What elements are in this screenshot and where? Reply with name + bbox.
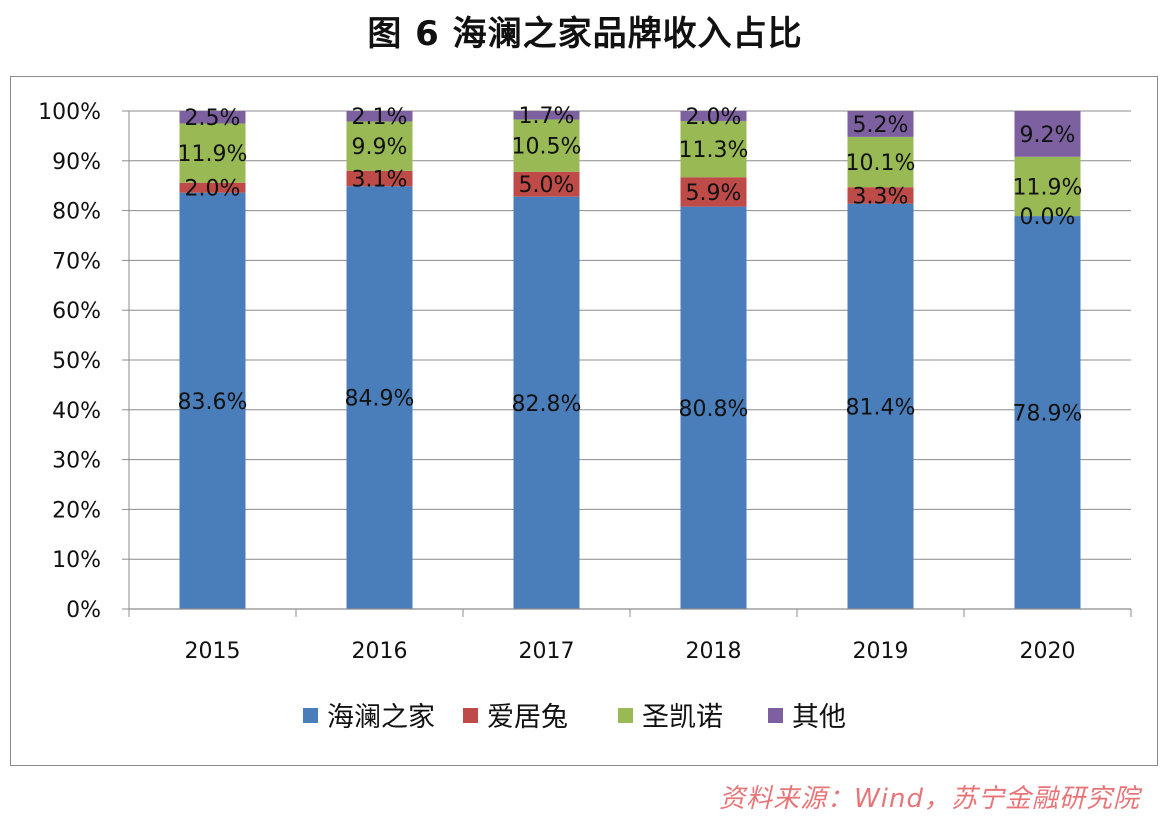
bar-segment-2017-1 — [513, 171, 580, 197]
bar-segment-2020-0 — [1014, 216, 1081, 609]
bar-segment-2018-2 — [680, 120, 747, 178]
data-label-2020-2: 11.9% — [1013, 175, 1083, 200]
y-tick-label: 80% — [52, 200, 101, 225]
bar-segment-2020-2 — [1014, 156, 1081, 217]
y-tick-label: 90% — [52, 150, 101, 175]
y-tick-label: 10% — [52, 548, 101, 573]
legend-label-3: 其他 — [792, 702, 846, 733]
data-label-2020-0: 78.9% — [1013, 402, 1083, 427]
data-label-2016-2: 9.9% — [352, 135, 408, 160]
bar-segment-2019-0 — [847, 203, 914, 609]
bar-segment-2015-1 — [179, 182, 246, 193]
bar-segment-2019-3 — [847, 111, 914, 137]
data-label-2015-3: 2.5% — [185, 106, 241, 131]
data-label-2019-3: 5.2% — [853, 113, 909, 138]
data-label-2015-2: 11.9% — [178, 142, 248, 167]
y-tick-label: 60% — [52, 299, 101, 324]
chart-plot: 0% 10% 20% 30% 40% 50% 60% 70% 80% 90% 100% 83.6% 2.… — [38, 100, 1132, 733]
x-tick-label: 2018 — [686, 639, 742, 664]
legend-swatch-1 — [463, 708, 478, 723]
data-label-2018-1: 5.9% — [686, 181, 742, 206]
y-tick-label: 0% — [66, 598, 101, 623]
data-label-2017-0: 82.8% — [512, 392, 582, 417]
data-label-2018-0: 80.8% — [679, 397, 749, 422]
legend-swatch-2 — [618, 708, 633, 723]
bar-segment-2017-3 — [513, 111, 580, 120]
bar-segment-2017-0 — [513, 196, 580, 609]
bar-segment-2016-2 — [346, 121, 413, 171]
bar-segment-2017-2 — [513, 119, 580, 172]
data-label-2017-3: 1.7% — [519, 104, 575, 129]
chart-title: 图 6 海澜之家品牌收入占比 — [367, 14, 803, 54]
bar-segment-2015-3 — [179, 111, 246, 124]
legend-label-2: 圣凯诺 — [642, 702, 723, 733]
legend-swatch-0 — [303, 708, 318, 723]
x-tick-label: 2015 — [185, 639, 241, 664]
data-label-2019-2: 10.1% — [846, 151, 916, 176]
bar-segment-2016-3 — [346, 111, 413, 122]
data-label-2016-3: 2.1% — [352, 105, 408, 130]
data-label-2016-1: 3.1% — [352, 167, 408, 192]
y-tick-label: 40% — [52, 399, 101, 424]
data-label-2019-1: 3.3% — [853, 184, 909, 209]
legend-label-1: 爱居兔 — [487, 702, 568, 733]
chart-frame: 0% 10% 20% 30% 40% 50% 60% 70% 80% 90% 100% 83.6% 2.… — [10, 76, 1158, 766]
bar-segment-2016-0 — [346, 186, 413, 609]
y-tick-label: 30% — [52, 449, 101, 474]
y-tick-label: 50% — [52, 349, 101, 374]
data-label-2016-0: 84.9% — [345, 387, 415, 412]
data-label-2018-3: 2.0% — [686, 105, 742, 130]
data-label-2017-2: 10.5% — [512, 135, 582, 160]
y-tick-label: 70% — [52, 249, 101, 274]
x-tick-label: 2019 — [853, 639, 909, 664]
data-label-2017-1: 5.0% — [519, 173, 575, 198]
data-label-2020-1: 0.0% — [1020, 205, 1076, 230]
bar-segment-2015-0 — [179, 192, 246, 609]
bar-segment-2019-2 — [847, 136, 914, 188]
bar-segment-2018-1 — [680, 177, 747, 207]
bar-segment-2016-1 — [346, 170, 413, 187]
x-tick-label: 2017 — [519, 639, 575, 664]
legend-label-0: 海澜之家 — [327, 702, 435, 733]
legend-swatch-3 — [768, 708, 783, 723]
y-tick-label: 100% — [38, 100, 101, 125]
bar-segment-2019-1 — [847, 187, 914, 204]
data-label-2019-0: 81.4% — [846, 395, 916, 420]
data-label-2018-2: 11.3% — [679, 138, 749, 163]
x-tick-label: 2016 — [352, 639, 408, 664]
x-tick-label: 2020 — [1020, 639, 1076, 664]
data-label-2015-0: 83.6% — [178, 390, 248, 415]
bar-segment-2018-0 — [680, 206, 747, 609]
data-label-2015-1: 2.0% — [185, 177, 241, 202]
bar-segment-2015-2 — [179, 123, 246, 183]
data-label-2020-3: 9.2% — [1020, 123, 1076, 148]
y-tick-label: 20% — [52, 498, 101, 523]
source-note: 资料来源：Wind，苏宁金融研究院 — [719, 784, 1140, 814]
bar-segment-2018-3 — [680, 111, 747, 121]
bar-segment-2020-3 — [1014, 111, 1081, 157]
